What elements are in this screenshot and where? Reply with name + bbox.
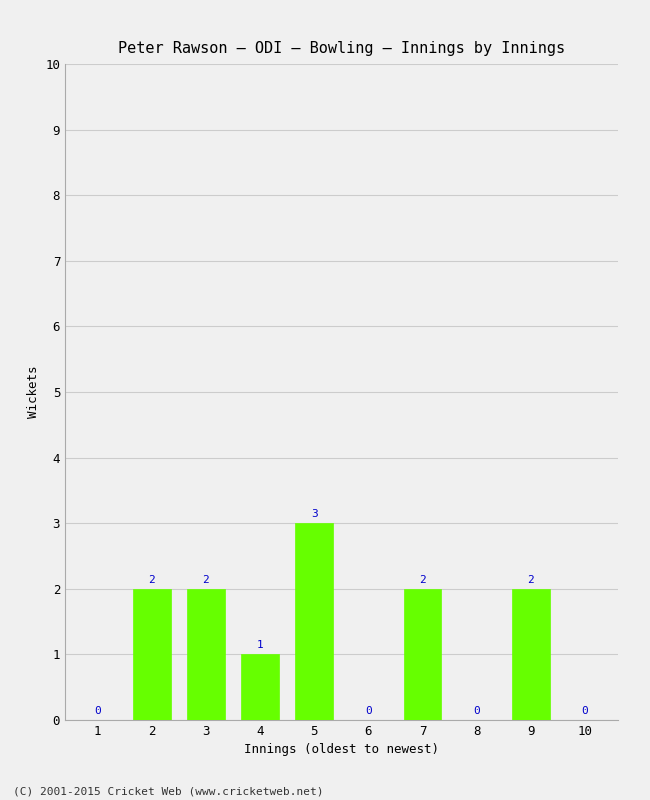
- Text: 1: 1: [257, 641, 263, 650]
- Text: 2: 2: [527, 575, 534, 585]
- Text: 2: 2: [202, 575, 209, 585]
- X-axis label: Innings (oldest to newest): Innings (oldest to newest): [244, 743, 439, 757]
- Text: 2: 2: [148, 575, 155, 585]
- Title: Peter Rawson – ODI – Bowling – Innings by Innings: Peter Rawson – ODI – Bowling – Innings b…: [118, 41, 565, 56]
- Text: (C) 2001-2015 Cricket Web (www.cricketweb.net): (C) 2001-2015 Cricket Web (www.cricketwe…: [13, 786, 324, 796]
- Text: 0: 0: [94, 706, 101, 716]
- Bar: [187, 589, 225, 720]
- Text: 3: 3: [311, 510, 318, 519]
- Text: 2: 2: [419, 575, 426, 585]
- Bar: [133, 589, 170, 720]
- Bar: [241, 654, 279, 720]
- Bar: [404, 589, 441, 720]
- Text: 0: 0: [365, 706, 372, 716]
- Bar: [512, 589, 550, 720]
- Text: 0: 0: [582, 706, 588, 716]
- Bar: [295, 523, 333, 720]
- Text: 0: 0: [473, 706, 480, 716]
- Y-axis label: Wickets: Wickets: [27, 366, 40, 418]
